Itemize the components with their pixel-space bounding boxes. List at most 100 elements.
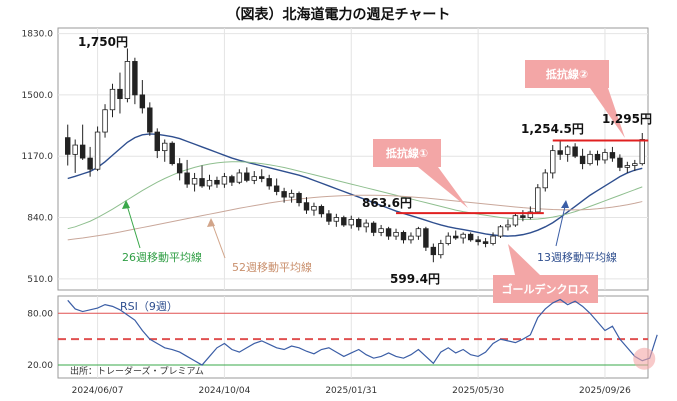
- candle: [594, 153, 601, 161]
- y-tick-label: 1170.0: [22, 152, 54, 162]
- arrow-ma13: [555, 201, 567, 247]
- label-ma13: 13週移動平均線: [537, 250, 617, 264]
- annotation-resistance-2: 1,254.5円: [521, 122, 584, 136]
- candle: [236, 172, 243, 183]
- chart-title: （図表）北海道電力の週足チャート: [226, 7, 451, 23]
- candle: [617, 157, 623, 168]
- candle: [303, 202, 310, 211]
- candle: [191, 178, 198, 185]
- x-tick-label: 2025/05/30: [452, 386, 504, 396]
- candle: [624, 165, 631, 168]
- candle: [587, 153, 593, 165]
- rsi-highlight: [633, 347, 656, 370]
- label-ma26: 26週移動平均線: [122, 250, 202, 264]
- candle: [609, 152, 616, 159]
- candle: [229, 176, 235, 183]
- y-tick-label: 840.0: [27, 214, 53, 224]
- candle: [199, 178, 205, 187]
- candle: [281, 191, 287, 198]
- source-note: 出所：トレーダーズ・プレミアム: [70, 365, 204, 377]
- annotation-low: 599.4円: [390, 272, 440, 286]
- x-tick-label: 2024/10/04: [198, 386, 250, 396]
- candle: [147, 107, 153, 133]
- candle: [430, 246, 437, 256]
- candle: [453, 235, 459, 239]
- candle: [482, 241, 489, 244]
- candle: [490, 235, 496, 244]
- candle: [288, 192, 295, 198]
- candle: [87, 157, 93, 170]
- callout-resistance-1-label: 抵抗線①: [386, 146, 428, 160]
- rsi-line: [67, 298, 658, 366]
- candle: [311, 205, 317, 211]
- annotation-high: 1,750円: [78, 35, 128, 49]
- candle: [602, 152, 608, 161]
- callout-resistance-2-box: [525, 60, 609, 88]
- candle: [221, 176, 228, 185]
- candle: [318, 205, 325, 215]
- candle: [214, 179, 220, 185]
- candle: [535, 187, 541, 213]
- candle: [438, 243, 444, 256]
- rsi-y-tick-label: 20.00: [27, 361, 53, 371]
- candle: [65, 137, 71, 155]
- y-tick-label: 510.0: [27, 275, 53, 285]
- candle: [632, 163, 638, 166]
- candle: [505, 224, 511, 228]
- candle: [445, 235, 451, 244]
- candle: [296, 192, 302, 204]
- annotation-resistance-1: 863.6円: [362, 196, 412, 210]
- candle: [266, 178, 272, 187]
- candle: [393, 231, 399, 237]
- candle: [550, 150, 556, 174]
- candle: [408, 235, 414, 241]
- arrow-ma26: [125, 201, 141, 249]
- candle: [370, 222, 377, 233]
- candle: [244, 172, 250, 181]
- candle: [348, 218, 354, 226]
- candle: [176, 163, 183, 174]
- candle: [139, 94, 146, 109]
- callout-golden-cross-box: [493, 275, 598, 303]
- candle: [206, 179, 213, 187]
- candle: [356, 218, 362, 228]
- rsi-legend: RSI（9週）: [120, 300, 178, 313]
- callout-resistance-1-box: [373, 139, 441, 167]
- arrow-ma52: [210, 219, 226, 259]
- callout-golden-cross-label: ゴールデンクロス: [502, 282, 590, 296]
- candle: [572, 146, 578, 157]
- candle: [79, 144, 86, 159]
- candle: [132, 61, 138, 96]
- candle: [333, 217, 340, 222]
- y-tick-label: 1830.0: [22, 30, 54, 40]
- candle: [169, 142, 175, 165]
- candle: [639, 139, 645, 165]
- candle: [579, 155, 586, 165]
- y-tick-label: 1500.0: [22, 91, 54, 101]
- candle: [259, 176, 265, 179]
- annotation-latest: 1,295円: [602, 112, 652, 126]
- x-tick-label: 2024/06/07: [72, 386, 124, 396]
- candle: [102, 109, 108, 133]
- candle: [460, 233, 466, 239]
- candle: [184, 172, 190, 185]
- rsi-y-tick-label: 80.00: [27, 309, 53, 319]
- x-tick-label: 2025/09/26: [579, 386, 631, 396]
- candle: [94, 131, 101, 170]
- candle: [162, 142, 168, 152]
- candle: [520, 215, 526, 218]
- arrowhead-ma26: [122, 200, 130, 209]
- candle: [124, 61, 131, 100]
- label-ma52: 52週移動平均線: [232, 260, 312, 274]
- callout-resistance-1-tail: [418, 167, 468, 208]
- candle: [527, 211, 534, 218]
- candle: [273, 185, 280, 192]
- ma52-line: [67, 194, 643, 241]
- candle: [497, 226, 504, 237]
- ma26-line: [67, 161, 643, 230]
- candle: [542, 172, 548, 189]
- candle: [109, 88, 116, 111]
- candle: [251, 176, 257, 181]
- candle: [415, 228, 422, 237]
